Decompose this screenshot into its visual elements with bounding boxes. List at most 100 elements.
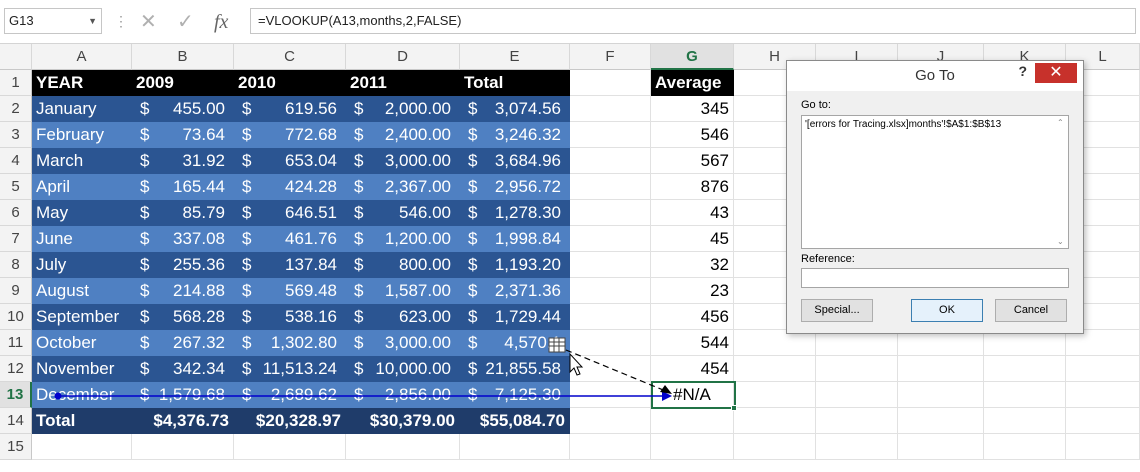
column-header-g[interactable]: G: [651, 44, 734, 70]
total-cell[interactable]: $3,684.96: [460, 148, 570, 174]
insert-function-icon[interactable]: fx: [214, 11, 229, 33]
value-2011-cell[interactable]: $1,200.00: [346, 226, 460, 252]
value-2011-cell[interactable]: $2,367.00: [346, 174, 460, 200]
row-header-15[interactable]: 15: [0, 434, 32, 460]
empty-cell[interactable]: [984, 434, 1066, 460]
empty-cell[interactable]: [570, 226, 651, 252]
value-2011-cell[interactable]: $546.00: [346, 200, 460, 226]
empty-cell[interactable]: [1066, 356, 1140, 382]
average-cell[interactable]: 454: [651, 356, 734, 382]
empty-cell[interactable]: [570, 382, 651, 408]
reference-input[interactable]: [801, 268, 1069, 288]
empty-cell[interactable]: [734, 330, 816, 356]
ok-button[interactable]: OK: [911, 299, 983, 322]
value-2011-cell[interactable]: $2,400.00: [346, 122, 460, 148]
month-cell[interactable]: November: [32, 356, 132, 382]
average-cell[interactable]: 546: [651, 122, 734, 148]
empty-cell[interactable]: [1066, 408, 1140, 434]
empty-cell[interactable]: [984, 356, 1066, 382]
help-button[interactable]: ?: [1018, 63, 1027, 79]
average-cell[interactable]: 32: [651, 252, 734, 278]
month-cell[interactable]: August: [32, 278, 132, 304]
empty-cell[interactable]: [734, 434, 816, 460]
value-2010-cell[interactable]: $619.56: [234, 96, 346, 122]
check-icon[interactable]: ✓: [177, 11, 194, 33]
empty-cell[interactable]: [984, 382, 1066, 408]
value-2011-cell[interactable]: $800.00: [346, 252, 460, 278]
value-2010-cell[interactable]: $653.04: [234, 148, 346, 174]
empty-cell[interactable]: [570, 174, 651, 200]
row-header-6[interactable]: 6: [0, 200, 32, 226]
empty-cell[interactable]: [816, 434, 898, 460]
empty-cell[interactable]: [651, 408, 734, 434]
empty-cell[interactable]: [570, 278, 651, 304]
value-2010-cell[interactable]: $137.84: [234, 252, 346, 278]
empty-cell[interactable]: [570, 408, 651, 434]
empty-cell[interactable]: [734, 408, 816, 434]
value-2009-cell[interactable]: $337.08: [132, 226, 234, 252]
empty-cell[interactable]: [816, 356, 898, 382]
cancel-x-icon[interactable]: ✕: [140, 11, 157, 33]
name-box[interactable]: G13 ▼: [4, 8, 102, 34]
row-header-5[interactable]: 5: [0, 174, 32, 200]
list-scrollbar[interactable]: ⌃ ⌄: [1054, 116, 1068, 248]
total-cell[interactable]: $1,998.84: [460, 226, 570, 252]
month-cell[interactable]: June: [32, 226, 132, 252]
column-header-b[interactable]: B: [132, 44, 234, 70]
header-total[interactable]: Total: [460, 70, 570, 96]
empty-cell[interactable]: [32, 434, 132, 460]
empty-cell[interactable]: [651, 434, 734, 460]
column-header-d[interactable]: D: [346, 44, 460, 70]
empty-cell[interactable]: [570, 148, 651, 174]
month-cell[interactable]: September: [32, 304, 132, 330]
fill-handle[interactable]: [731, 405, 737, 411]
value-2011-cell[interactable]: $2,856.00: [346, 382, 460, 408]
average-cell[interactable]: 456: [651, 304, 734, 330]
header-2009[interactable]: 2009: [132, 70, 234, 96]
row-header-8[interactable]: 8: [0, 252, 32, 278]
empty-cell[interactable]: [346, 434, 460, 460]
average-cell[interactable]: 45: [651, 226, 734, 252]
value-2009-cell[interactable]: $31.92: [132, 148, 234, 174]
empty-cell[interactable]: [898, 356, 984, 382]
empty-cell[interactable]: [1066, 434, 1140, 460]
value-2009-cell[interactable]: $85.79: [132, 200, 234, 226]
row-header-13[interactable]: 13: [0, 382, 32, 408]
empty-cell[interactable]: [816, 330, 898, 356]
value-2009-cell[interactable]: $73.64: [132, 122, 234, 148]
empty-cell[interactable]: [816, 408, 898, 434]
empty-cell[interactable]: [984, 408, 1066, 434]
average-cell[interactable]: 23: [651, 278, 734, 304]
value-2010-cell[interactable]: $461.76: [234, 226, 346, 252]
header-average[interactable]: Average: [651, 70, 734, 96]
empty-cell[interactable]: [234, 434, 346, 460]
row-header-3[interactable]: 3: [0, 122, 32, 148]
average-cell[interactable]: 43: [651, 200, 734, 226]
empty-cell[interactable]: [734, 382, 816, 408]
value-2010-cell[interactable]: $772.68: [234, 122, 346, 148]
average-cell[interactable]: 567: [651, 148, 734, 174]
header-year[interactable]: YEAR: [32, 70, 132, 96]
empty-cell[interactable]: [898, 408, 984, 434]
total-cell[interactable]: $1,729.44: [460, 304, 570, 330]
column-header-c[interactable]: C: [234, 44, 346, 70]
value-2010-cell[interactable]: $646.51: [234, 200, 346, 226]
row-header-2[interactable]: 2: [0, 96, 32, 122]
value-2009-cell[interactable]: $342.34: [132, 356, 234, 382]
empty-cell[interactable]: [570, 356, 651, 382]
empty-cell[interactable]: [570, 252, 651, 278]
total-cell[interactable]: $7,125.30: [460, 382, 570, 408]
value-2011-cell[interactable]: $3,000.00: [346, 330, 460, 356]
value-2009-cell[interactable]: $455.00: [132, 96, 234, 122]
total-cell[interactable]: $4,570.1: [460, 330, 570, 356]
month-cell[interactable]: July: [32, 252, 132, 278]
header-2011[interactable]: 2011: [346, 70, 460, 96]
empty-cell[interactable]: [132, 434, 234, 460]
goto-list-item[interactable]: '[errors for Tracing.xlsx]months'!$A$1:$…: [805, 119, 1002, 130]
goto-list[interactable]: '[errors for Tracing.xlsx]months'!$A$1:$…: [801, 115, 1069, 249]
cancel-button[interactable]: Cancel: [995, 299, 1067, 322]
month-cell[interactable]: October: [32, 330, 132, 356]
row-header-4[interactable]: 4: [0, 148, 32, 174]
value-2011-cell[interactable]: $1,587.00: [346, 278, 460, 304]
total-cell[interactable]: $1,193.20: [460, 252, 570, 278]
